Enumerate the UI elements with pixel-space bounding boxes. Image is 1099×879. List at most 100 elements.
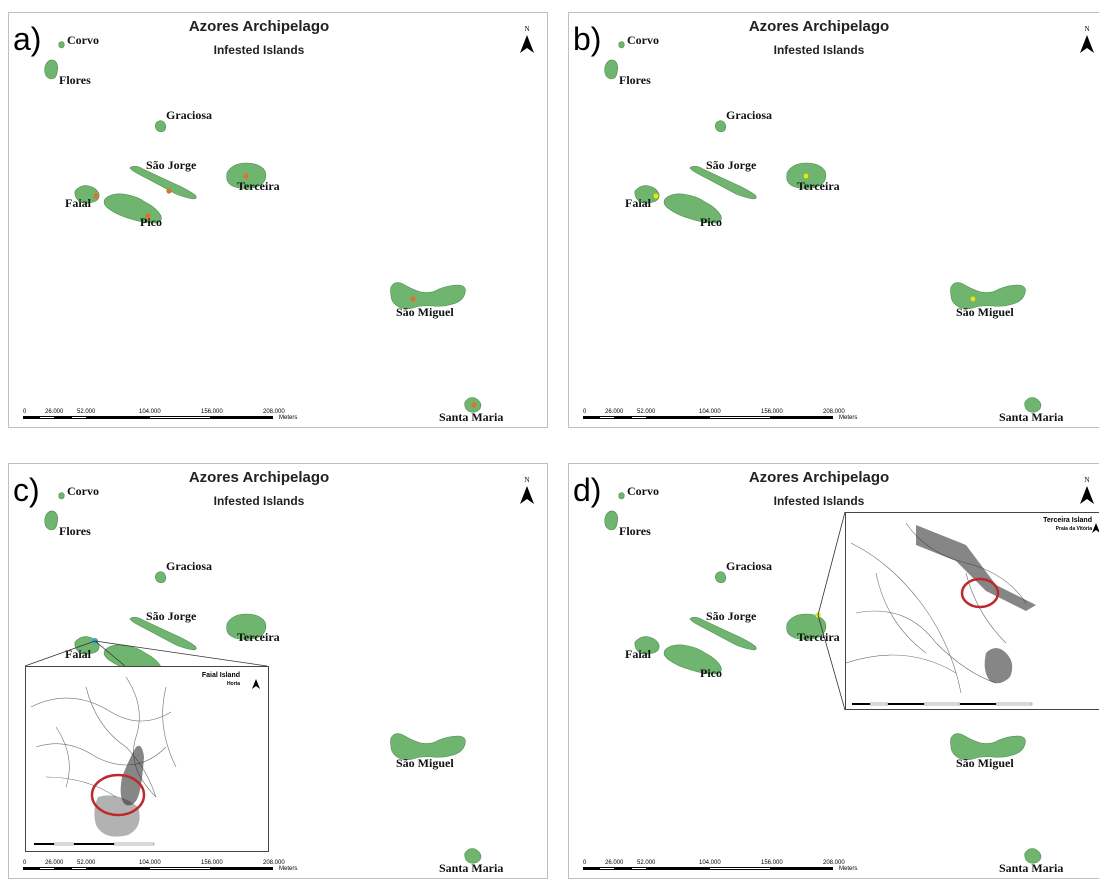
scale-tick: 52.000: [77, 409, 95, 415]
inset-leader-line: [818, 512, 845, 615]
map-title: Azores Archipelago: [9, 469, 509, 486]
label-sao-jorge: São Jorge: [146, 609, 197, 623]
island-flores: [605, 511, 618, 530]
scale-tick: 26.000: [45, 860, 63, 866]
panel-label: a): [9, 21, 45, 57]
label-graciosa: Graciosa: [166, 559, 212, 573]
label-flores: Flores: [619, 524, 651, 538]
label-graciosa: Graciosa: [726, 108, 772, 122]
island-graciosa: [715, 572, 725, 583]
archipelago-map: Corvo Flores Graciosa São Jorge Terceira…: [569, 13, 1099, 428]
archipelago-map: Corvo Flores Graciosa São Jorge Terceira…: [9, 13, 548, 428]
scale-segment: [709, 416, 771, 419]
map-subtitle: Infested Islands: [569, 494, 1069, 508]
island-flores: [605, 60, 618, 79]
scale-tick: 104.000: [139, 860, 161, 866]
map-panel-c: Corvo Flores Graciosa São Jorge Terceira…: [8, 463, 548, 879]
north-arrow-icon: [1077, 484, 1097, 506]
label-graciosa: Graciosa: [726, 559, 772, 573]
label-sao-jorge: São Jorge: [706, 158, 757, 172]
faial-inset-map: Faial Island Horta: [25, 666, 269, 852]
label-flores: Flores: [59, 73, 91, 87]
north-label: N: [517, 25, 537, 33]
scale-tick: 156.000: [761, 860, 783, 866]
infestation-marker: [145, 213, 150, 218]
label-sao-jorge: São Jorge: [146, 158, 197, 172]
scale-segment: [599, 416, 615, 419]
scale-tick: 52.000: [637, 409, 655, 415]
panel-label: d): [569, 472, 605, 508]
inset-scale-bar: [34, 843, 154, 845]
terceira-street-map: [846, 513, 1099, 710]
panel-label: c): [9, 472, 44, 508]
infestation-marker: [971, 297, 976, 302]
label-sao-miguel: São Miguel: [396, 305, 454, 319]
infestation-marker: [410, 296, 415, 301]
scale-segment: [583, 416, 599, 419]
map-panel-b: Corvo Flores Graciosa São Jorge Terceira…: [568, 12, 1099, 428]
north-label: N: [1077, 25, 1097, 33]
inset-title: Terceira Island: [1043, 517, 1092, 525]
scale-unit: Meters: [839, 415, 857, 421]
map-panel-a: Corvo Flores Graciosa São Jorge Terceira…: [8, 12, 548, 428]
scale-segment: [149, 867, 211, 870]
scale-segment: [23, 867, 39, 870]
scale-tick: 26.000: [45, 409, 63, 415]
island-graciosa: [155, 121, 165, 132]
map-subtitle: Infested Islands: [9, 494, 509, 508]
island-graciosa: [715, 121, 725, 132]
scale-segment: [55, 416, 71, 419]
inset-title: Faial Island: [202, 672, 240, 680]
map-title: Azores Archipelago: [569, 18, 1069, 35]
label-flores: Flores: [619, 73, 651, 87]
scale-segment: [647, 416, 709, 419]
north-arrow: N: [517, 476, 537, 511]
scale-segment: [615, 416, 631, 419]
scale-tick: 26.000: [605, 409, 623, 415]
north-label: N: [1077, 476, 1097, 484]
label-faial: Faial: [65, 647, 92, 661]
map-title: Azores Archipelago: [569, 469, 1069, 486]
label-terceira: Terceira: [237, 179, 280, 193]
island-flores: [45, 511, 58, 530]
island-graciosa: [155, 572, 165, 583]
scale-segment: [583, 867, 599, 870]
label-faial: Faial: [625, 196, 652, 210]
inset-scale-bar: [852, 703, 1032, 705]
infestation-marker: [166, 188, 171, 193]
map-title: Azores Archipelago: [9, 18, 509, 35]
scale-tick: 52.000: [77, 860, 95, 866]
label-terceira: Terceira: [797, 630, 840, 644]
panel-label: b): [569, 21, 605, 57]
scale-segment: [211, 416, 273, 419]
label-terceira: Terceira: [237, 630, 280, 644]
infestation-marker: [243, 173, 248, 178]
north-label: N: [517, 476, 537, 484]
scale-segment: [647, 867, 709, 870]
scale-tick: 0: [23, 409, 26, 415]
scale-segment: [39, 416, 55, 419]
label-sao-miguel: São Miguel: [956, 305, 1014, 319]
label-santa-maria: Santa Maria: [999, 410, 1063, 424]
infestation-marker: [804, 174, 809, 179]
north-arrow-icon: [517, 33, 537, 55]
label-terceira: Terceira: [797, 179, 840, 193]
label-sao-miguel: São Miguel: [396, 756, 454, 770]
label-santa-maria: Santa Maria: [439, 410, 503, 424]
map-subtitle: Infested Islands: [569, 43, 1069, 57]
inset-subtitle: Horta: [227, 681, 240, 687]
terceira-inset-map: Terceira Island Praia da Vitória: [845, 512, 1099, 710]
scale-bar: 0 26.000 52.000 104.000 156.000 208.000 …: [23, 409, 285, 423]
scale-bar: 0 26.000 52.000 104.000 156.000 208.000 …: [583, 409, 845, 423]
scale-unit: Meters: [839, 866, 857, 872]
island-flores: [45, 60, 58, 79]
label-flores: Flores: [59, 524, 91, 538]
inset-subtitle: Praia da Vitória: [1056, 526, 1092, 532]
scale-segment: [39, 867, 55, 870]
scale-tick: 0: [583, 860, 586, 866]
scale-tick: 156.000: [201, 860, 223, 866]
scale-segment: [615, 867, 631, 870]
label-pico: Pico: [140, 215, 162, 229]
scale-segment: [631, 416, 647, 419]
scale-segment: [87, 416, 149, 419]
